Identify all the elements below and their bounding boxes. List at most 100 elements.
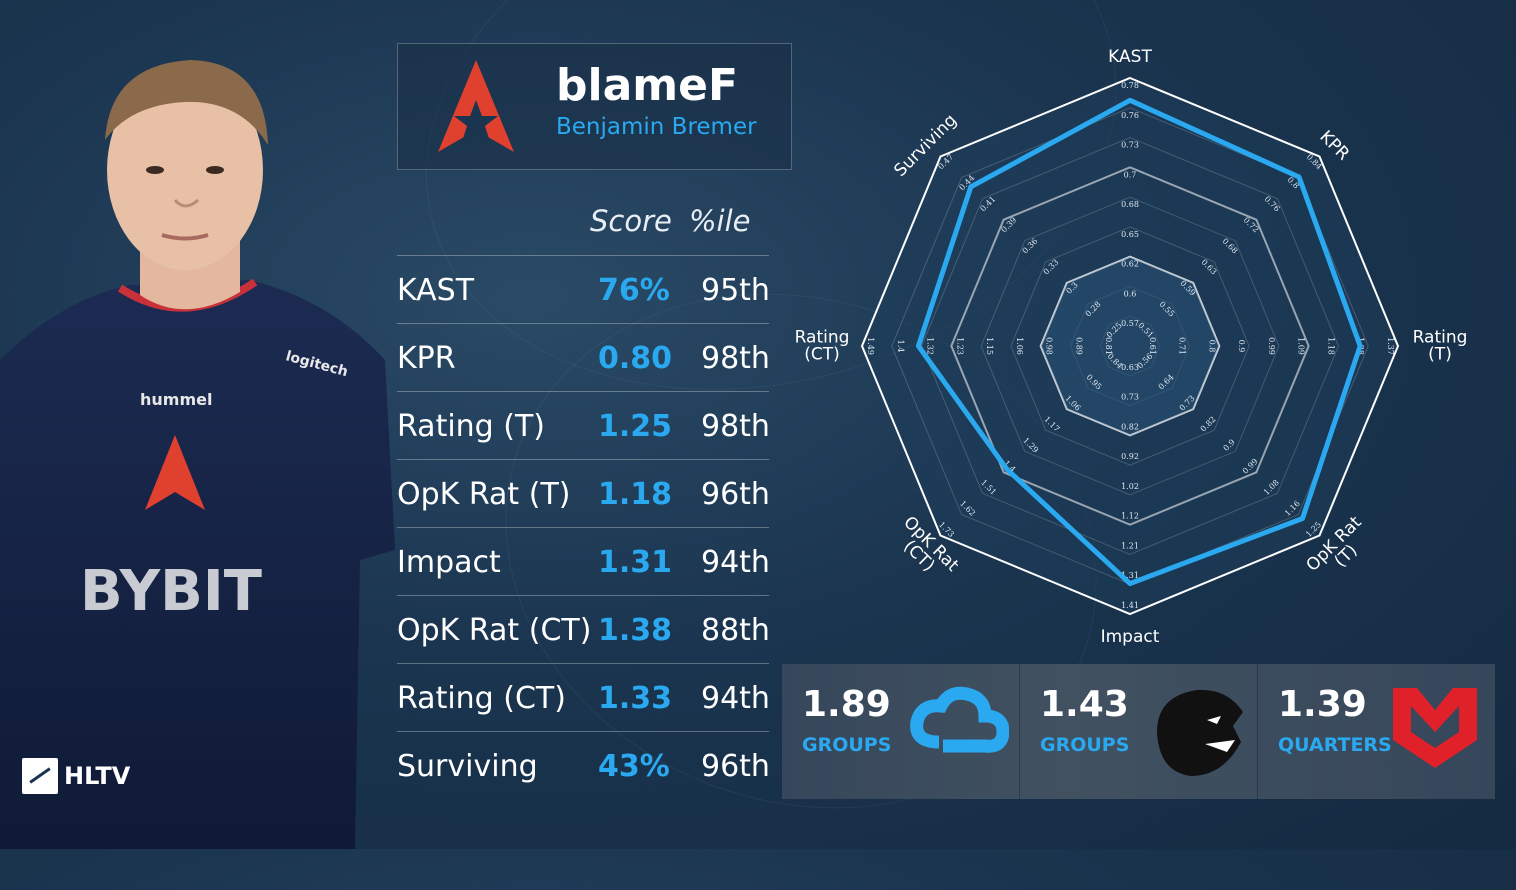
- stat-percentile: 94th: [701, 545, 770, 580]
- stat-row: Impact 1.31 94th: [397, 528, 770, 596]
- event-card: 1.39 QUARTERS: [1258, 664, 1495, 799]
- event-stage: GROUPS: [802, 734, 892, 756]
- radar-tick-label: 0.76: [1121, 111, 1139, 120]
- stat-label: Surviving: [397, 749, 538, 784]
- event-rating: 1.39: [1278, 684, 1367, 725]
- stat-percentile: 98th: [701, 409, 770, 444]
- stat-percentile: 98th: [701, 341, 770, 376]
- event-rating: 1.43: [1040, 684, 1129, 725]
- radar-tick-label: 1.31: [1121, 571, 1139, 580]
- radar-tick-label: 1.15: [985, 337, 994, 355]
- player-real-name: Benjamin Bremer: [556, 114, 757, 140]
- furia-panther-icon: [1157, 689, 1243, 776]
- event-card: 1.89 GROUPS: [782, 664, 1020, 799]
- radar-chart: 0.570.60.620.650.680.70.730.760.780.510.…: [795, 47, 1468, 647]
- cloud9-logo-icon: [910, 686, 1009, 753]
- radar-tick-label: 0.65: [1121, 230, 1139, 239]
- radar-tick-label: 1.21: [1121, 541, 1139, 550]
- stat-row: Rating (CT) 1.33 94th: [397, 664, 770, 732]
- score-column-header: Score: [590, 204, 672, 238]
- player-photo: BYBIT hummel logitech: [0, 60, 395, 849]
- stat-percentile: 96th: [701, 477, 770, 512]
- stat-row: KPR 0.80 98th: [397, 324, 770, 392]
- radar-tick-label: 1.02: [1121, 482, 1139, 491]
- radar-tick-label: 0.92: [1121, 452, 1139, 461]
- radar-grid-ring: [921, 137, 1339, 555]
- radar-inner-core: [1039, 255, 1221, 437]
- radar-tick-label: 1.4: [896, 340, 905, 353]
- stat-score: 1.18: [598, 477, 673, 512]
- radar-axis-label: Impact: [1101, 627, 1160, 647]
- stat-label: OpK Rat (T): [397, 477, 571, 512]
- radar-tick-label: 0.89: [1074, 337, 1083, 355]
- radar-tick-label: 1.37: [1386, 337, 1395, 355]
- radar-tick-label: 0.71: [1178, 337, 1187, 355]
- stat-label: OpK Rat (CT): [397, 613, 592, 648]
- stat-row: Rating (T) 1.25 98th: [397, 392, 770, 460]
- stat-row: KAST 76% 95th: [397, 256, 770, 324]
- event-performances: 1.89 GROUPS 1.43 GROUPS 1.39 QUARTERS: [782, 664, 1495, 799]
- stat-label: KPR: [397, 341, 456, 376]
- radar-grid-ring: [980, 196, 1280, 496]
- stat-score: 43%: [598, 749, 670, 784]
- stat-label: KAST: [397, 273, 475, 308]
- radar-tick-label: 0.68: [1121, 200, 1139, 209]
- radar-tick-label: 0.81: [1104, 337, 1113, 355]
- radar-tick-label: 0.62: [1121, 260, 1139, 269]
- event-stage: GROUPS: [1040, 734, 1130, 756]
- player-name-card: blameF Benjamin Bremer: [397, 43, 792, 170]
- radar-tick-label: 1.09: [1297, 337, 1306, 355]
- stat-score: 1.38: [598, 613, 673, 648]
- stats-table: Score %ile KAST 76% 95th KPR 0.80 98th Ratin…: [397, 200, 770, 799]
- astralis-logo-icon: [438, 60, 514, 152]
- radar-axis-label: Rating (CT): [795, 328, 850, 365]
- radar-tick-label: 0.98: [1045, 337, 1054, 355]
- stat-score: 1.25: [598, 409, 673, 444]
- radar-tick-label: 1.12: [1121, 512, 1139, 521]
- stat-score: 76%: [598, 273, 670, 308]
- svg-text:hummel: hummel: [140, 390, 212, 409]
- stat-score: 1.33: [598, 681, 673, 716]
- radar-grid-ring: [950, 166, 1310, 526]
- mouz-logo-icon: [1393, 688, 1477, 768]
- radar-tick-label: 0.57: [1121, 319, 1139, 328]
- radar-tick-label: 1.23: [955, 337, 964, 355]
- radar-tick-label: 1.49: [866, 337, 875, 355]
- radar-tick-label: 1.41: [1121, 601, 1139, 610]
- stat-percentile: 96th: [701, 749, 770, 784]
- stat-percentile: 94th: [701, 681, 770, 716]
- hltv-logo: HLTV: [22, 758, 130, 794]
- stat-label: Rating (CT): [397, 681, 566, 716]
- player-nickname: blameF: [556, 60, 739, 111]
- radar-tick-label: 0.99: [1267, 337, 1276, 355]
- radar-axis-label: KAST: [1108, 47, 1152, 67]
- radar-tick-label: 0.6: [1124, 289, 1137, 298]
- radar-tick-label: 1.32: [926, 337, 935, 355]
- stat-score: 1.31: [598, 545, 673, 580]
- stat-row: OpK Rat (T) 1.18 96th: [397, 460, 770, 528]
- stat-row: Surviving 43% 96th: [397, 732, 770, 799]
- stat-row: OpK Rat (CT) 1.38 88th: [397, 596, 770, 664]
- hltv-wordmark: HLTV: [64, 762, 131, 790]
- radar-axis-label: Rating (T): [1413, 328, 1468, 365]
- stats-header: Score %ile: [397, 200, 769, 256]
- radar-tick-label: 0.78: [1121, 81, 1139, 90]
- stat-percentile: 88th: [701, 613, 770, 648]
- radar-tick-label: 0.73: [1121, 141, 1139, 150]
- hltv-icon: [22, 758, 58, 794]
- radar-tick-label: 0.9: [1237, 340, 1246, 353]
- radar-tick-label: 0.82: [1121, 422, 1139, 431]
- radar-data-series: [915, 97, 1363, 587]
- stat-score: 0.80: [598, 341, 673, 376]
- jersey-sponsor: BYBIT: [80, 559, 262, 624]
- radar-tick-label: 0.73: [1121, 393, 1139, 402]
- event-rating: 1.89: [802, 684, 891, 725]
- radar-tick-label: 0.61: [1148, 337, 1157, 355]
- radar-tick-label: 0.7: [1124, 170, 1137, 179]
- percentile-column-header: %ile: [689, 204, 751, 238]
- radar-tick-label: 0.63: [1121, 363, 1139, 372]
- radar-tick-label: 1.06: [1015, 337, 1024, 355]
- stat-label: Rating (T): [397, 409, 545, 444]
- radar-grid-ring: [1010, 226, 1250, 466]
- stat-percentile: 95th: [701, 273, 770, 308]
